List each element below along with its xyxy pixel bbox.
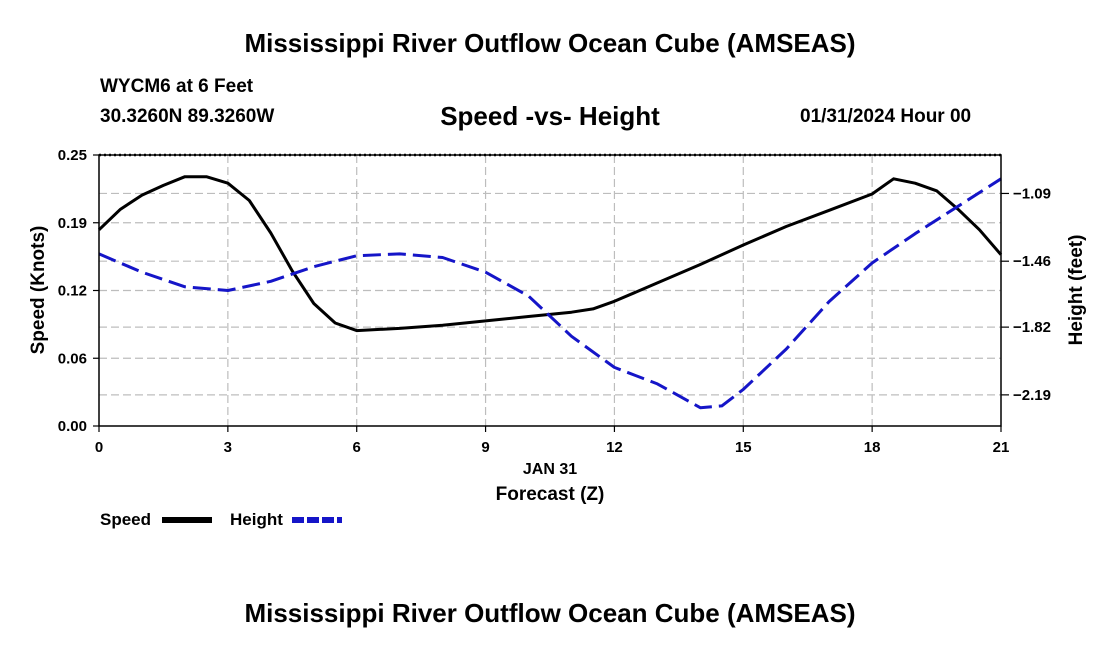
y2-tick-label: −2.19 — [1013, 387, 1051, 404]
grid-layer — [99, 155, 1001, 426]
date-label: JAN 31 — [523, 461, 577, 478]
y-tick-label: 0.06 — [58, 350, 87, 367]
footer-title: Mississippi River Outflow Ocean Cube (AM… — [244, 598, 856, 628]
x-tick-label: 12 — [606, 439, 623, 456]
station-label: WYCM6 at 6 Feet — [100, 76, 254, 97]
y2-tick-label: −1.09 — [1013, 185, 1051, 202]
x-tick-label: 18 — [864, 439, 881, 456]
chart-title: Speed -vs- Height — [440, 101, 660, 131]
x-tick-label: 6 — [353, 439, 361, 456]
y-axis-label: Speed (Knots) — [28, 226, 49, 355]
legend: Speed Height — [100, 510, 342, 529]
legend-height-label: Height — [230, 510, 283, 529]
x-tick-label: 9 — [481, 439, 489, 456]
x-tick-label: 15 — [735, 439, 752, 456]
x-tick-label: 0 — [95, 439, 103, 456]
location-label: 30.3260N 89.3260W — [100, 106, 275, 127]
series-line-speed — [97, 175, 1003, 333]
figure-title: Mississippi River Outflow Ocean Cube (AM… — [244, 28, 856, 58]
y2-axis-label: Height (feet) — [1066, 235, 1087, 346]
legend-speed-label: Speed — [100, 510, 151, 529]
y-tick-label: 0.25 — [58, 147, 87, 164]
series-layer — [97, 175, 1003, 410]
y-tick-label: 0.12 — [58, 283, 87, 300]
series-line-height — [98, 177, 1002, 410]
y2-tick-label: −1.46 — [1013, 253, 1051, 270]
y-tick-label: 0.19 — [58, 215, 87, 232]
y-tick-label: 0.00 — [58, 418, 87, 435]
x-tick-label: 21 — [993, 439, 1010, 456]
timestamp-label: 01/31/2024 Hour 00 — [800, 106, 972, 127]
x-axis-label: Forecast (Z) — [496, 484, 605, 505]
y2-tick-label: −1.82 — [1013, 319, 1051, 336]
tick-layer: 0 3 6 9 12 15 18 21 0.00 0.06 0.12 0.19 0.25 −2.19 −1.… — [58, 147, 1051, 456]
x-tick-label: 3 — [224, 439, 232, 456]
